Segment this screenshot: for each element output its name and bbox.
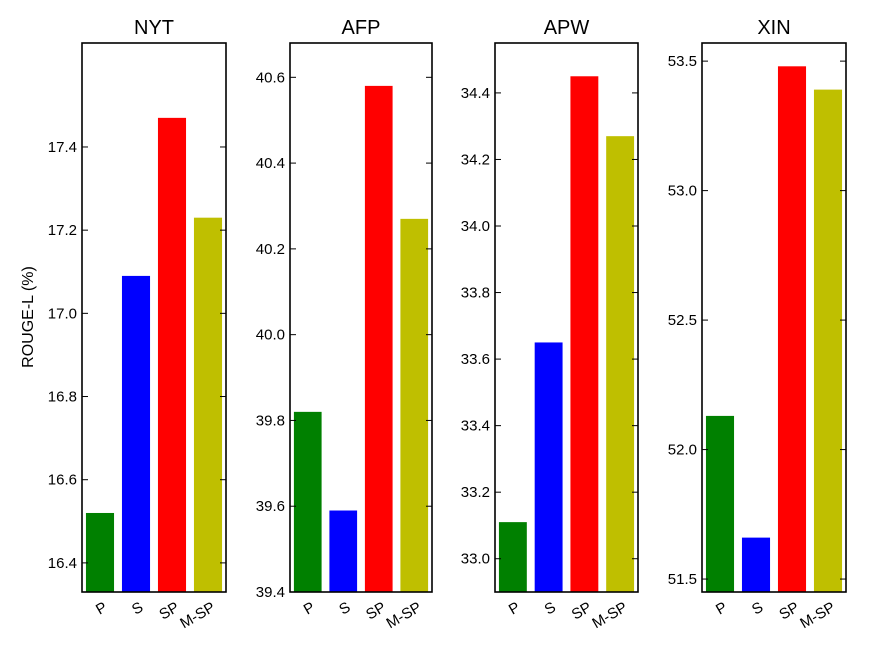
y-tick-label-afp: 40.4 <box>256 155 285 172</box>
category-label-xin-m-sp: M-SP <box>797 599 838 632</box>
bar-afp-s <box>329 510 358 592</box>
y-tick-label-afp: 39.6 <box>256 498 285 515</box>
category-label-afp-m-sp: M-SP <box>383 599 424 632</box>
y-tick-label-apw: 33.4 <box>461 418 490 435</box>
panel-title-nyt: NYT <box>134 17 174 39</box>
bar-afp-p <box>293 411 322 592</box>
bar-xin-s <box>741 537 771 592</box>
y-tick-label-xin: 52.0 <box>668 442 697 459</box>
y-tick-label-afp: 40.6 <box>256 69 285 86</box>
y-tick-label-apw: 34.0 <box>461 218 490 235</box>
y-tick-label-xin: 53.5 <box>668 53 697 70</box>
bar-nyt-m-sp <box>193 217 223 592</box>
y-tick-label-nyt: 17.4 <box>48 139 77 156</box>
y-tick-label-afp: 40.0 <box>256 327 285 344</box>
y-tick-label-nyt: 17.2 <box>48 222 77 239</box>
panel-title-apw: APW <box>544 17 590 39</box>
plot-frame-afp <box>289 42 433 593</box>
y-tick-label-xin: 53.0 <box>668 183 697 200</box>
y-tick-label-afp: 39.8 <box>256 412 285 429</box>
bar-xin-m-sp <box>813 89 843 592</box>
y-tick-label-nyt: 17.0 <box>48 305 77 322</box>
plot-frame-nyt <box>81 42 227 593</box>
category-label-xin-s: S <box>749 599 766 619</box>
category-label-afp-p: P <box>301 599 318 619</box>
y-tick-label-apw: 33.2 <box>461 484 490 501</box>
bar-nyt-s <box>121 275 151 592</box>
bar-afp-sp <box>364 85 393 592</box>
panel-title-xin: XIN <box>757 17 790 39</box>
y-tick-label-xin: 52.5 <box>668 312 697 329</box>
bar-nyt-p <box>85 512 115 592</box>
y-tick-label-xin: 51.5 <box>668 571 697 588</box>
y-tick-label-apw: 34.2 <box>461 151 490 168</box>
y-tick-label-afp: 39.4 <box>256 584 285 601</box>
category-label-nyt-m-sp: M-SP <box>177 599 218 632</box>
panel-apw: P S SPM-SP33.033.233.433.633.834.034.234.4… <box>461 17 639 632</box>
y-tick-label-apw: 33.8 <box>461 285 490 302</box>
category-label-afp-s: S <box>336 599 353 619</box>
bar-xin-sp <box>777 66 807 593</box>
bar-afp-m-sp <box>400 218 429 592</box>
y-tick-label-apw: 33.0 <box>461 551 490 568</box>
category-label-apw-m-sp: M-SP <box>589 599 630 632</box>
y-axis-label: ROUGE-L (%) <box>20 266 37 368</box>
category-label-xin-p: P <box>713 599 730 619</box>
category-label-nyt-p: P <box>93 599 110 619</box>
category-label-apw-s: S <box>542 599 559 619</box>
category-label-nyt-s: S <box>129 599 146 619</box>
bar-nyt-sp <box>157 117 187 592</box>
bar-xin-p <box>705 415 735 592</box>
y-tick-label-apw: 34.4 <box>461 85 490 102</box>
bar-apw-m-sp <box>606 136 635 592</box>
y-tick-label-nyt: 16.4 <box>48 555 77 572</box>
plot-frame-xin <box>701 42 847 593</box>
bar-apw-p <box>498 522 527 592</box>
bar-apw-sp <box>570 76 599 593</box>
panel-title-afp: AFP <box>342 17 381 39</box>
y-tick-label-nyt: 16.6 <box>48 472 77 489</box>
y-tick-label-apw: 33.6 <box>461 351 490 368</box>
bar-apw-s <box>534 342 563 592</box>
category-label-apw-p: P <box>506 599 523 619</box>
plot-frame-apw <box>494 42 639 593</box>
y-tick-label-afp: 40.2 <box>256 241 285 258</box>
y-tick-label-nyt: 16.8 <box>48 389 77 406</box>
